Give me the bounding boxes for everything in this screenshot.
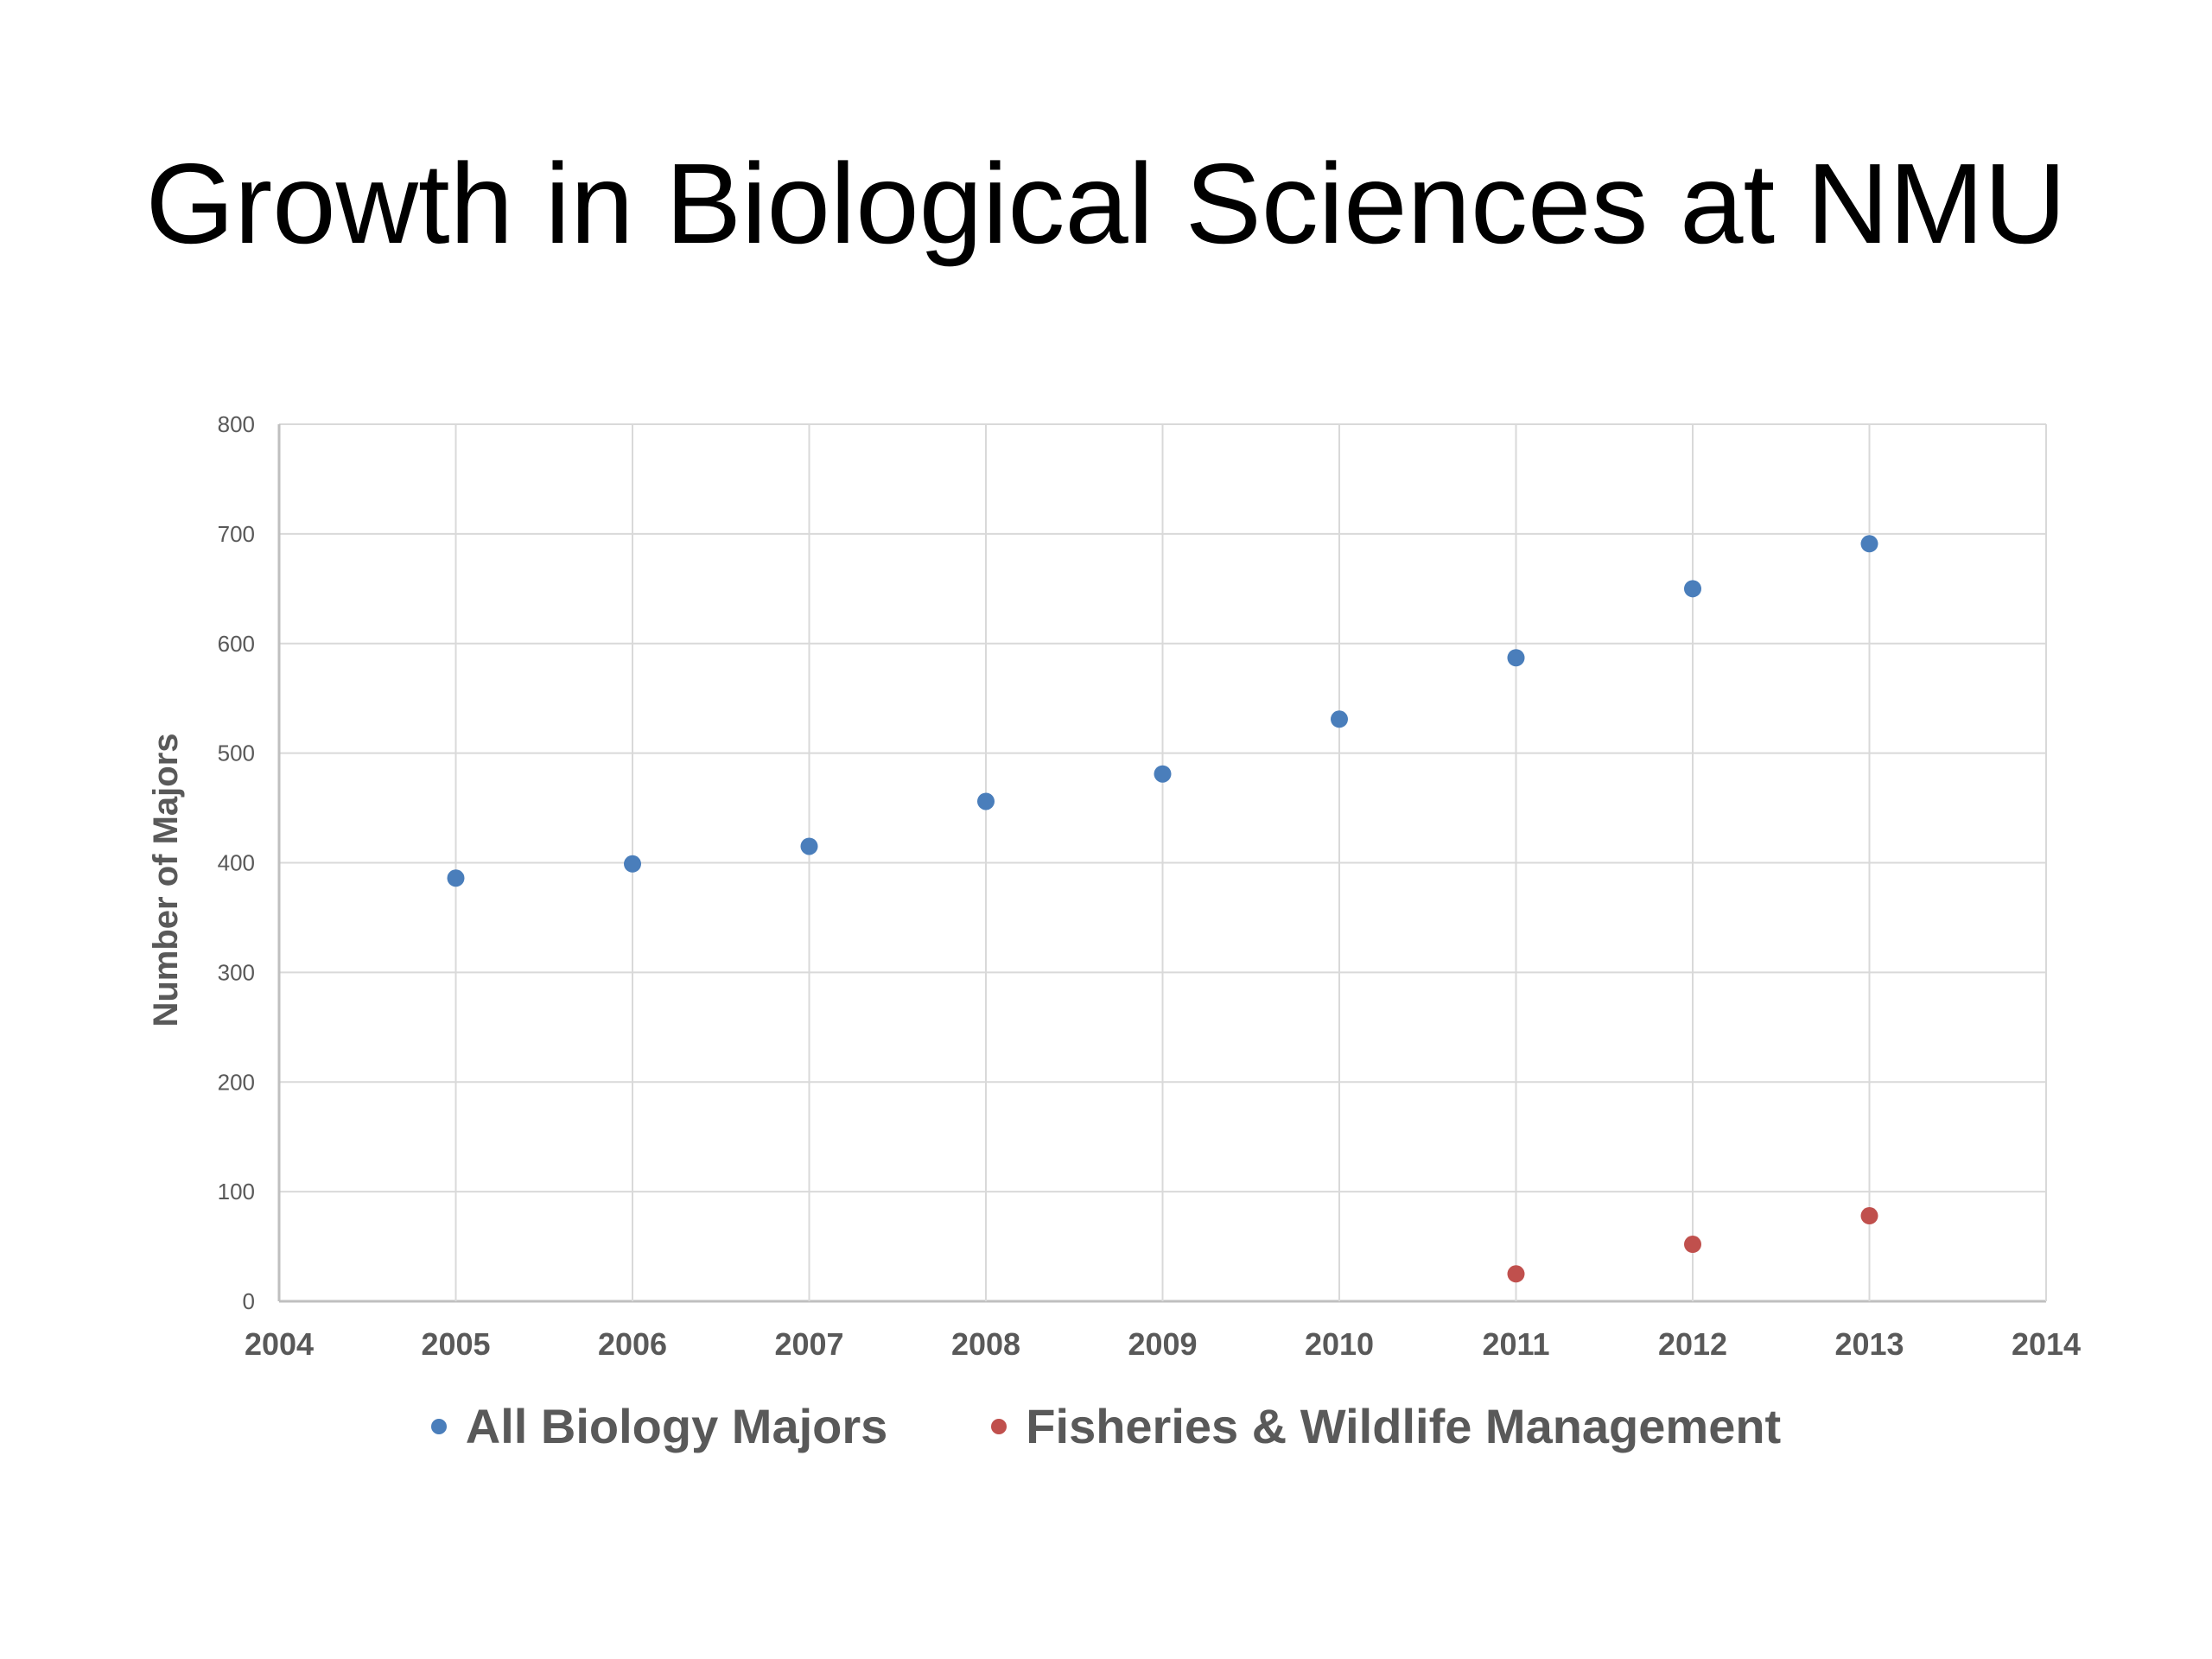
y-tick-label: 500 — [218, 741, 255, 766]
y-tick-label: 800 — [218, 411, 255, 437]
legend-marker-all-biology — [430, 1418, 447, 1434]
all-biology-point — [1331, 710, 1348, 728]
fisheries-point — [1507, 1265, 1525, 1283]
all-biology-point — [1154, 765, 1172, 783]
all-biology-point — [977, 792, 995, 810]
y-axis-title: Number of Majors — [147, 733, 185, 1027]
x-tick-label: 2012 — [1658, 1326, 1727, 1362]
x-axis-ticks: 2004 2005 2006 2007 2008 2009 2010 2011 2012 2013… — [245, 1326, 2081, 1362]
y-tick-label: 600 — [218, 631, 255, 657]
x-tick-label: 2009 — [1128, 1326, 1197, 1362]
x-tick-label: 2010 — [1305, 1326, 1374, 1362]
y-tick-label: 0 — [243, 1288, 255, 1314]
data-points — [447, 535, 1878, 1283]
y-tick-label: 200 — [218, 1069, 255, 1095]
all-biology-point — [447, 869, 465, 887]
all-biology-point — [800, 837, 818, 855]
x-tick-label: 2005 — [421, 1326, 490, 1362]
y-tick-label: 300 — [218, 959, 255, 985]
x-tick-label: 2008 — [951, 1326, 1020, 1362]
y-tick-label: 700 — [218, 521, 255, 547]
all-biology-point — [1507, 649, 1525, 667]
fisheries-point — [1684, 1236, 1701, 1254]
legend-label-fisheries: Fisheries & Wildlife Management — [1026, 1399, 1782, 1453]
chart-gridlines — [277, 423, 2047, 1303]
y-tick-label: 400 — [218, 850, 255, 876]
legend-label-all-biology: All Biology Majors — [465, 1399, 888, 1453]
y-axis-ticks: 0 100 200 300 400 500 600 700 800 — [218, 411, 255, 1314]
slide-title: Growth in Biological Sciences at NMU — [145, 140, 2067, 267]
fisheries-point — [1860, 1207, 1878, 1225]
x-tick-label: 2014 — [2012, 1326, 2081, 1362]
legend-item-all-biology: All Biology Majors — [430, 1398, 888, 1454]
all-biology-point — [1860, 535, 1878, 553]
x-tick-label: 2004 — [245, 1326, 314, 1362]
legend-item-fisheries: Fisheries & Wildlife Management — [991, 1398, 1781, 1454]
all-biology-point — [624, 855, 641, 873]
x-tick-label: 2007 — [774, 1326, 843, 1362]
chart-legend: All Biology Majors Fisheries & Wildlife … — [0, 1398, 2212, 1454]
x-tick-label: 2013 — [1834, 1326, 1904, 1362]
all-biology-point — [1684, 580, 1701, 598]
x-tick-label: 2011 — [1482, 1326, 1549, 1362]
legend-marker-fisheries — [991, 1418, 1007, 1434]
x-tick-label: 2006 — [598, 1326, 667, 1362]
y-tick-label: 100 — [218, 1179, 255, 1205]
